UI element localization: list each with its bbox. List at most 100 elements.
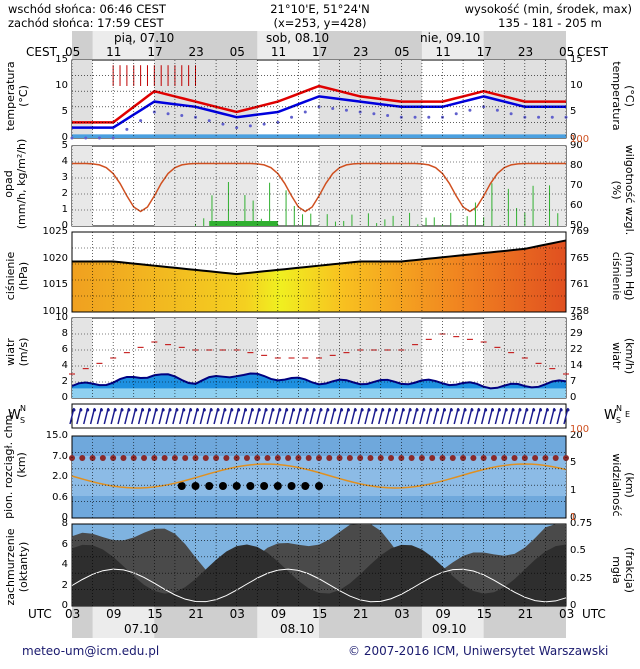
cloud-base-dot xyxy=(273,482,282,490)
hour-bottom-label: 15 xyxy=(312,607,328,621)
hour-bottom-label: 21 xyxy=(188,607,204,621)
dew-point-dot xyxy=(84,136,88,140)
cloud-top-dot xyxy=(511,455,518,461)
compass-s-left: S xyxy=(20,416,26,425)
y-tick-label: 5 xyxy=(61,106,68,117)
night-shade xyxy=(72,318,93,398)
hour-top-label: 05 xyxy=(394,45,410,59)
wind-arrow-head xyxy=(559,408,563,412)
wind-arrow-head xyxy=(189,408,193,412)
y-tick-label: 769 xyxy=(570,226,590,237)
y-tick-label: 20 xyxy=(570,430,583,441)
ground-band xyxy=(72,134,566,138)
night-band-bottom xyxy=(72,606,93,638)
y-tick-label: 2.0 xyxy=(52,471,68,482)
wind-arrow-head xyxy=(271,408,275,412)
dew-point-dot xyxy=(413,115,417,119)
cloud-top-dot xyxy=(141,455,148,461)
tz-bottom-left: UTC xyxy=(28,607,52,621)
y-tick-label: 4 xyxy=(61,156,68,167)
wind-arrow-head xyxy=(244,408,248,412)
y-tick-label: 8 xyxy=(61,328,68,339)
clouds-right-label: (km) widzialność xyxy=(610,453,636,517)
tz-top-right: CEST xyxy=(577,45,608,59)
hour-bottom-label: 03 xyxy=(65,607,81,621)
hour-bottom-label: 21 xyxy=(517,607,534,621)
dew-point-dot xyxy=(372,112,376,116)
wind-arrow-head xyxy=(161,408,165,412)
y-tick-label: 2 xyxy=(61,188,68,199)
cloud-top-dot xyxy=(305,455,312,461)
wind-arrow-head xyxy=(422,408,426,412)
day-bottom-1: 07.10 xyxy=(124,622,159,636)
y-tick-label: 6 xyxy=(61,344,68,355)
wind-arrow-head xyxy=(285,408,289,412)
y-tick-label: 10 xyxy=(570,80,583,91)
y-tick-label: 1 xyxy=(570,484,577,496)
dew-point-dot xyxy=(235,126,239,130)
y-tick-label: 5 xyxy=(61,140,68,151)
cloud-top-dot xyxy=(346,455,353,461)
wind-arrow-head xyxy=(497,408,501,412)
cloud-top-dot xyxy=(202,455,209,461)
wind-arrow-head xyxy=(154,408,158,412)
wind-arrow-head xyxy=(182,408,186,412)
cloud-top-dot xyxy=(552,455,559,461)
y-tick-label: 36 xyxy=(570,312,583,323)
footer-email-link[interactable]: meteo-um@icm.edu.pl xyxy=(22,644,160,658)
y-tick-label: 0 xyxy=(61,220,68,231)
hour-bottom-label: 09 xyxy=(270,607,287,621)
hour-top-label: 11 xyxy=(435,45,451,59)
y-tick-label: 14 xyxy=(570,360,583,371)
hour-bottom-label: 15 xyxy=(147,607,163,621)
wind-arrow-head xyxy=(72,408,76,412)
y-tick-label: 10 xyxy=(55,80,68,91)
dew-point-dot xyxy=(248,124,252,128)
wind-arrow-head xyxy=(86,408,90,412)
grid-text: (x=253, y=428) xyxy=(273,16,367,30)
hour-top-label: 11 xyxy=(270,45,287,59)
dew-point-dot xyxy=(139,119,143,123)
wind-arrow-head xyxy=(99,408,103,412)
temp-right-label: (°C) temperatura xyxy=(610,61,636,131)
dew-point-dot xyxy=(509,112,513,116)
night-band-top xyxy=(154,31,258,59)
y-tick-label: 4 xyxy=(61,360,68,371)
cloud-top-dot xyxy=(490,455,497,461)
pressure-fill xyxy=(72,240,566,312)
y-tick-label: 1015 xyxy=(42,279,68,291)
cloud-top-dot xyxy=(388,455,395,461)
wind-arrow-head xyxy=(202,408,206,412)
pressure-right-label: (mm Hg) ciśnienie xyxy=(610,251,636,301)
cloud-top-dot xyxy=(470,455,477,461)
cloud-top-dot xyxy=(285,455,292,461)
cloud-top-dot xyxy=(367,455,374,461)
y-tick-label: 2 xyxy=(61,579,68,591)
cloud-base-dot xyxy=(177,482,186,490)
pressure-left-label: ciśnienie (hPa) xyxy=(4,251,30,301)
y-tick-label: 1025 xyxy=(42,226,68,237)
y-tick-label: 50 xyxy=(570,220,583,231)
cloud-top-dot xyxy=(182,455,189,461)
y-tick-label: 4 xyxy=(61,559,68,570)
wind-arrow-head xyxy=(113,408,117,412)
y-tick-label: 80 xyxy=(570,160,583,171)
cover-right-label: (frakcja) mgła xyxy=(610,547,636,593)
cloud-base-dot xyxy=(191,482,200,490)
y-tick-label: 8 xyxy=(61,518,68,529)
dew-point-dot xyxy=(276,120,280,124)
cloud-top-dot xyxy=(243,455,250,461)
hour-top-label: 17 xyxy=(147,45,163,59)
y-tick-label: 3 xyxy=(61,172,68,183)
y-tick-label: 29 xyxy=(570,328,583,339)
hour-bottom-label: 03 xyxy=(394,607,410,621)
hour-top-label: 05 xyxy=(559,45,575,59)
night-band-bottom xyxy=(483,606,566,638)
wind-arrow-head xyxy=(250,408,254,412)
dew-point-dot xyxy=(262,122,266,126)
hour-top-label: 17 xyxy=(312,45,328,59)
hour-top-label: 23 xyxy=(188,45,204,59)
wind-arrow-head xyxy=(532,408,536,412)
y-tick-label: 1020 xyxy=(42,252,68,264)
y-tick-label: 90 xyxy=(570,140,583,151)
